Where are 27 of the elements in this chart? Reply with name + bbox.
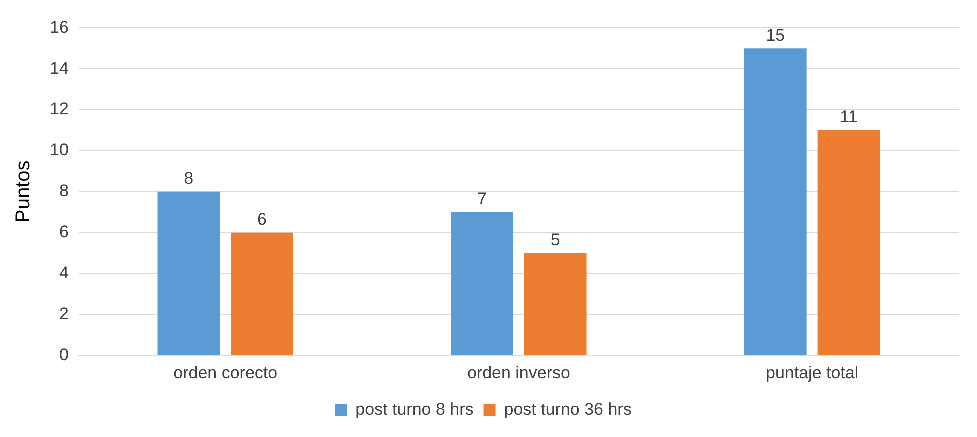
y-tick-label: 6 — [59, 222, 69, 242]
x-tick-label: puntaje total — [766, 363, 859, 382]
legend-label: post turno 36 hrs — [504, 400, 632, 420]
y-axis-title: Puntos — [12, 160, 35, 224]
bar — [158, 192, 220, 356]
bar — [451, 212, 514, 356]
data-label: 8 — [184, 169, 194, 188]
data-label: 15 — [766, 26, 786, 45]
bar — [744, 48, 807, 356]
data-label: 7 — [478, 190, 488, 209]
legend-label: post turno 8 hrs — [356, 400, 474, 420]
x-tick-label: orden inverso — [467, 363, 570, 382]
y-tick-label: 16 — [50, 18, 69, 37]
y-tick-label: 12 — [50, 100, 69, 119]
data-label: 5 — [550, 230, 560, 250]
y-tick-label: 10 — [50, 140, 69, 160]
y-tick-label: 14 — [50, 58, 69, 78]
x-tick-label: orden corecto — [174, 363, 278, 382]
y-tick-label: 2 — [59, 304, 69, 324]
bar — [231, 232, 294, 356]
data-label: 11 — [840, 108, 858, 127]
y-tick-label: 8 — [59, 182, 69, 201]
data-label: 6 — [258, 210, 267, 230]
y-tick-label: 0 — [59, 345, 69, 364]
y-tick-label: 4 — [59, 263, 69, 282]
bar — [524, 253, 587, 356]
bar — [818, 130, 880, 356]
